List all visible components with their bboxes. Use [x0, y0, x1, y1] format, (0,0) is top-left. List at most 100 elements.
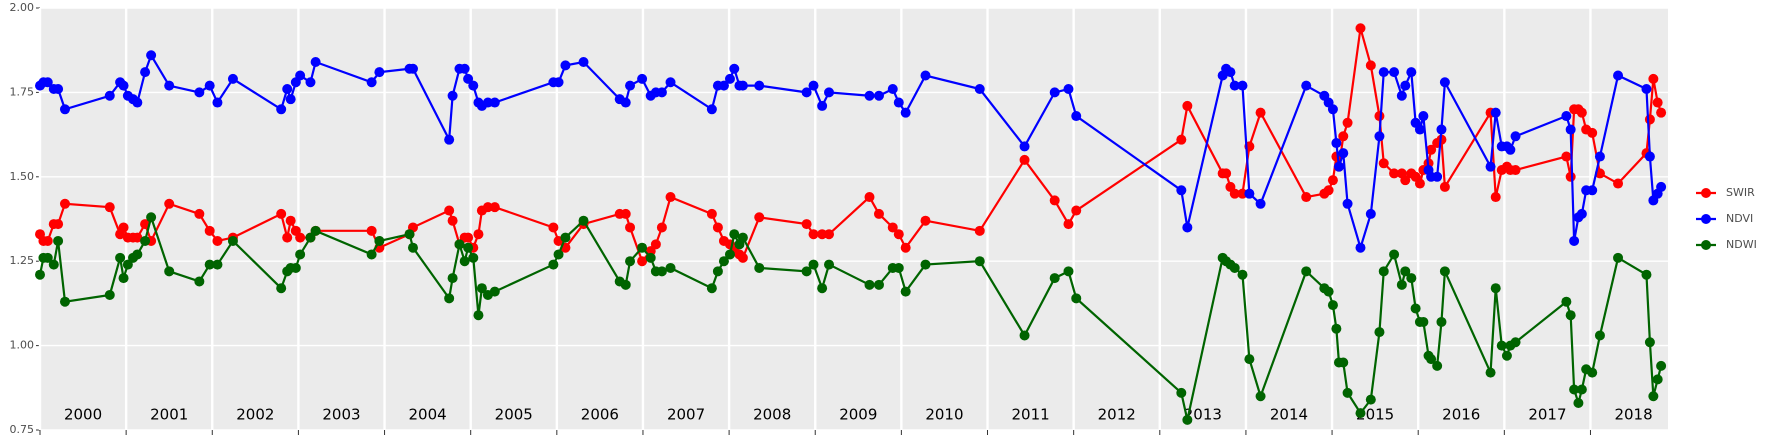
point	[1389, 67, 1400, 78]
point	[729, 229, 740, 240]
point	[1565, 310, 1576, 321]
point	[1510, 165, 1521, 176]
point	[104, 90, 115, 101]
point	[1378, 266, 1389, 277]
point	[204, 80, 215, 91]
point	[1587, 185, 1598, 196]
point	[1652, 97, 1663, 108]
point	[817, 229, 828, 240]
point	[1561, 111, 1572, 122]
point	[1331, 138, 1342, 149]
point	[712, 266, 723, 277]
point	[1490, 283, 1501, 294]
point	[737, 80, 748, 91]
point	[920, 70, 931, 81]
point	[1221, 168, 1232, 179]
point	[824, 259, 835, 270]
point	[366, 225, 377, 236]
point	[290, 262, 301, 273]
point	[282, 84, 293, 95]
year-label: 2007	[667, 406, 705, 424]
point	[553, 249, 564, 260]
point	[706, 104, 717, 115]
point	[1576, 384, 1587, 395]
point	[295, 232, 306, 243]
point	[625, 222, 636, 233]
point	[1439, 77, 1450, 88]
point	[724, 249, 735, 260]
legend-point	[1701, 240, 1711, 250]
point	[817, 100, 828, 111]
point	[900, 286, 911, 297]
point	[548, 222, 559, 233]
point	[1400, 80, 1411, 91]
point	[1648, 73, 1659, 84]
point	[1327, 104, 1338, 115]
point	[1071, 111, 1082, 122]
year-label: 2006	[581, 406, 619, 424]
point	[737, 232, 748, 243]
point	[447, 215, 458, 226]
legend-label: NDWI	[1726, 238, 1757, 251]
point	[1182, 222, 1193, 233]
point	[1331, 323, 1342, 334]
point	[1338, 148, 1349, 159]
point	[194, 276, 205, 287]
point	[1652, 374, 1663, 385]
point	[1342, 198, 1353, 209]
plot-panel	[40, 8, 1668, 430]
point	[1071, 205, 1082, 216]
point	[1569, 384, 1580, 395]
legend-label: NDVI	[1726, 212, 1753, 225]
point	[1378, 158, 1389, 169]
point	[737, 252, 748, 263]
point	[1436, 316, 1447, 327]
point	[665, 262, 676, 273]
year-label: 2015	[1356, 406, 1394, 424]
point	[578, 57, 589, 68]
point	[132, 249, 143, 260]
point	[620, 208, 631, 219]
legend-label: SWIR	[1726, 186, 1755, 199]
point	[194, 208, 205, 219]
point	[1182, 414, 1193, 425]
point	[1176, 387, 1187, 398]
point	[706, 283, 717, 294]
point	[1301, 192, 1312, 203]
point	[1641, 269, 1652, 280]
point	[104, 202, 115, 213]
y-tick-label: 1.00	[10, 339, 35, 352]
year-label: 2001	[150, 406, 188, 424]
point	[578, 215, 589, 226]
point	[53, 235, 64, 246]
point	[473, 229, 484, 240]
point	[146, 50, 157, 61]
point	[1576, 107, 1587, 118]
point	[1594, 151, 1605, 162]
legend-point	[1701, 188, 1711, 198]
point	[1323, 286, 1334, 297]
point	[974, 225, 985, 236]
year-label: 2010	[925, 406, 963, 424]
point	[1565, 171, 1576, 182]
point	[1019, 154, 1030, 165]
point	[1301, 266, 1312, 277]
point	[1613, 178, 1624, 189]
point	[1496, 340, 1507, 351]
point	[42, 235, 53, 246]
point	[1490, 107, 1501, 118]
year-label: 2013	[1184, 406, 1222, 424]
point	[1561, 151, 1572, 162]
point	[1644, 151, 1655, 162]
point	[227, 235, 238, 246]
point	[1656, 360, 1667, 371]
point	[718, 80, 729, 91]
point	[754, 80, 765, 91]
point	[59, 198, 70, 209]
point	[447, 90, 458, 101]
point	[295, 70, 306, 81]
point	[1490, 192, 1501, 203]
point	[1338, 131, 1349, 142]
point	[204, 259, 215, 270]
